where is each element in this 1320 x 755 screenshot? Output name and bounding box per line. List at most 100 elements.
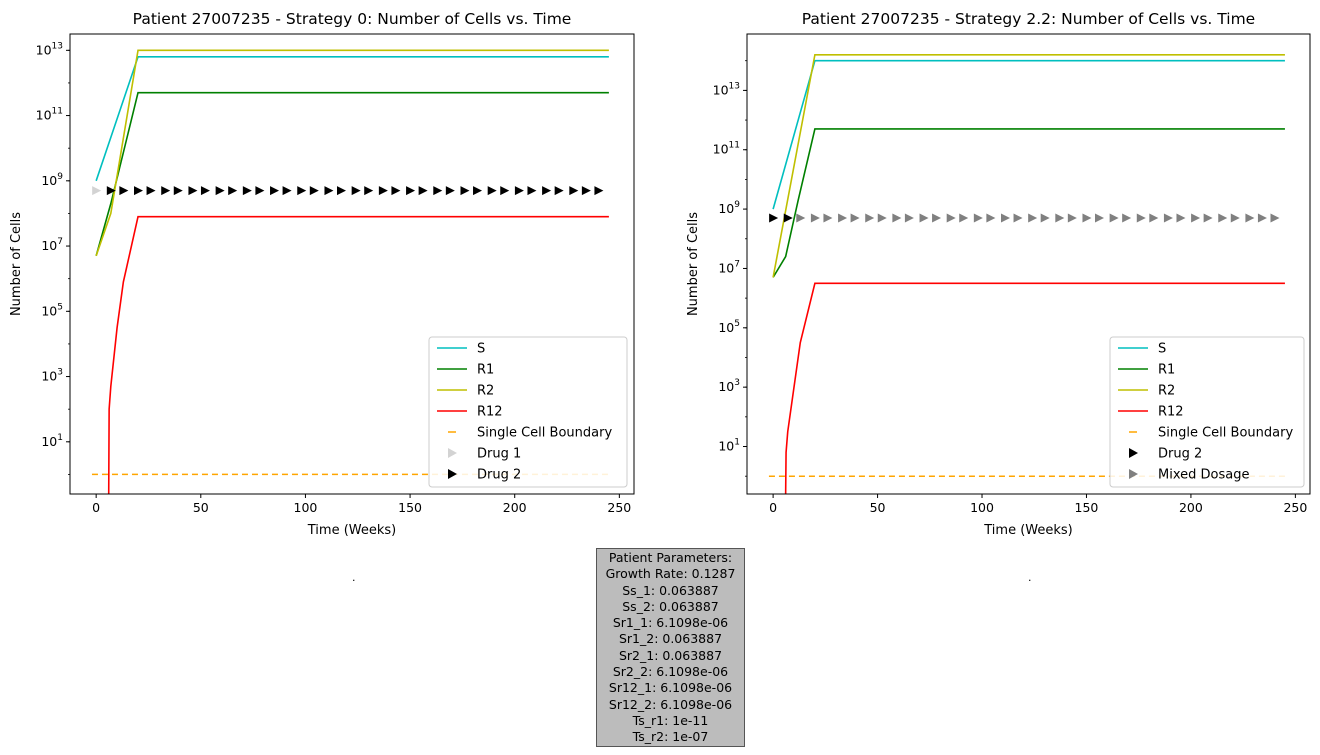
dose-marker-drug-2 (473, 186, 483, 196)
dose-marker-mixed-dosage (1230, 213, 1240, 223)
dose-marker-drug-2 (215, 186, 225, 196)
x-tick-label: 200 (1179, 500, 1203, 515)
series-line-s (95, 56, 609, 182)
param-line: Sr12_1: 6.1098e-06 (608, 680, 733, 696)
dose-marker-mixed-dosage (850, 213, 860, 223)
dose-marker-drug-2 (188, 186, 198, 196)
legend-label: R2 (477, 384, 494, 399)
dose-marker-mixed-dosage (1163, 213, 1173, 223)
dose-marker-drug-2 (542, 186, 552, 196)
y-tick-label: 109 (718, 200, 740, 216)
dose-marker-mixed-dosage (796, 213, 806, 223)
dose-marker-drug-2 (769, 213, 779, 223)
legend-label: Drug 2 (477, 468, 521, 483)
dose-marker-mixed-dosage (1149, 213, 1159, 223)
plot-frame (69, 33, 635, 495)
legend-marker-drug-2 (1129, 448, 1138, 458)
legend: S R1 R2 R12 Single Cell Boundary Drug 2 Mixed … (1109, 336, 1305, 488)
dose-marker-mixed-dosage (1176, 213, 1186, 223)
dose-marker-mixed-dosage (973, 213, 983, 223)
y-tick-label: 101 (718, 438, 740, 454)
x-tick-label: 100 (970, 500, 994, 515)
dose-marker-drug-2 (200, 186, 210, 196)
placeholder-dot-left: . (352, 571, 356, 584)
dose-marker-mixed-dosage (1040, 213, 1050, 223)
dose-marker-drug-2 (378, 186, 388, 196)
dose-marker-drug-2 (242, 186, 252, 196)
param-line: Ts_r1: 1e-11 (632, 712, 709, 728)
dose-marker-mixed-dosage (865, 213, 875, 223)
legend-label: Single Cell Boundary (477, 426, 612, 441)
param-line: Patient Parameters: (608, 550, 733, 565)
x-tick-label: 50 (193, 500, 209, 515)
dose-marker-drug-2 (309, 186, 319, 196)
legend: S R1 R2 R12 Single Cell Boundary Drug 1 Drug 2 (428, 336, 628, 488)
legend-marker-drug-1 (448, 448, 457, 458)
dose-marker-drug-2 (270, 186, 280, 196)
y-tick-label: 1011 (713, 141, 740, 157)
y-tick-label: 109 (41, 172, 63, 188)
param-line: Sr1_2: 0.063887 (618, 631, 723, 647)
y-tick-label: 101 (41, 433, 63, 449)
dose-marker-mixed-dosage (823, 213, 833, 223)
dose-marker-drug-2 (106, 186, 116, 196)
y-tick-label: 107 (41, 237, 63, 253)
series-line-r1 (95, 91, 609, 257)
x-tick-label: 150 (398, 500, 422, 515)
series-line-r1 (772, 128, 1285, 278)
dose-marker-drug-2 (146, 186, 156, 196)
series-line-r12 (107, 215, 609, 494)
dose-marker-mixed-dosage (892, 213, 902, 223)
y-tick-label: 1013 (713, 81, 740, 97)
y-tick-label: 1011 (36, 107, 63, 123)
dose-marker-mixed-dosage (1095, 213, 1105, 223)
param-line: Sr1_1: 6.1098e-06 (612, 615, 729, 631)
y-axis-label: Number of Cells (9, 212, 24, 316)
x-tick-label: 250 (1283, 500, 1307, 515)
dose-marker-drug-2 (418, 186, 428, 196)
dose-marker-mixed-dosage (1109, 213, 1119, 223)
dose-marker-mixed-dosage (904, 213, 914, 223)
legend-label: R12 (477, 405, 503, 420)
y-tick-label: 107 (718, 259, 740, 275)
x-axis-label: Time (Weeks) (307, 523, 396, 538)
dose-marker-drug-2 (554, 186, 564, 196)
dose-marker-mixed-dosage (1122, 213, 1132, 223)
dose-marker-drug-2 (581, 186, 591, 196)
dose-marker-mixed-dosage (1203, 213, 1213, 223)
series-line-r12 (784, 282, 1285, 494)
dose-marker-drug-2 (594, 186, 604, 196)
legend-marker-drug-2 (448, 469, 457, 479)
y-tick-label: 1013 (36, 41, 63, 57)
legend-label: Drug 1 (477, 447, 521, 462)
dose-marker-mixed-dosage (1191, 213, 1201, 223)
dose-marker-drug-2 (391, 186, 401, 196)
legend-label: R1 (1158, 363, 1175, 378)
x-tick-label: 100 (294, 500, 318, 515)
dose-marker-mixed-dosage (1067, 213, 1077, 223)
param-line: Ss_2: 0.063887 (622, 598, 719, 614)
dose-marker-drug-2 (228, 186, 238, 196)
placeholder-dot-right: . (1028, 571, 1032, 584)
dose-marker-mixed-dosage (1257, 213, 1267, 223)
plot-frame (746, 33, 1311, 495)
param-line: Ss_1: 0.063887 (622, 582, 719, 598)
dose-marker-mixed-dosage (919, 213, 929, 223)
patient-parameters-box: Patient Parameters: Growth Rate: 0.1287 … (596, 548, 745, 747)
dose-marker-mixed-dosage (1245, 213, 1255, 223)
y-tick-label: 105 (718, 319, 740, 335)
dose-marker-mixed-dosage (1218, 213, 1228, 223)
series-line-s (772, 59, 1285, 210)
dose-marker-drug-2 (783, 213, 793, 223)
dose-marker-drug-2 (255, 186, 265, 196)
x-tick-label: 0 (92, 500, 100, 515)
chart-panel-0: Patient 27007235 - Strategy 0: Number of… (9, 10, 635, 538)
param-line: Sr2_1: 0.063887 (618, 647, 723, 663)
dose-marker-drug-2 (569, 186, 579, 196)
legend-label: R12 (1158, 405, 1184, 420)
dose-marker-drug-2 (297, 186, 307, 196)
dose-marker-mixed-dosage (1136, 213, 1146, 223)
param-line: Sr12_2: 6.1098e-06 (608, 696, 733, 712)
dose-marker-mixed-dosage (1028, 213, 1038, 223)
